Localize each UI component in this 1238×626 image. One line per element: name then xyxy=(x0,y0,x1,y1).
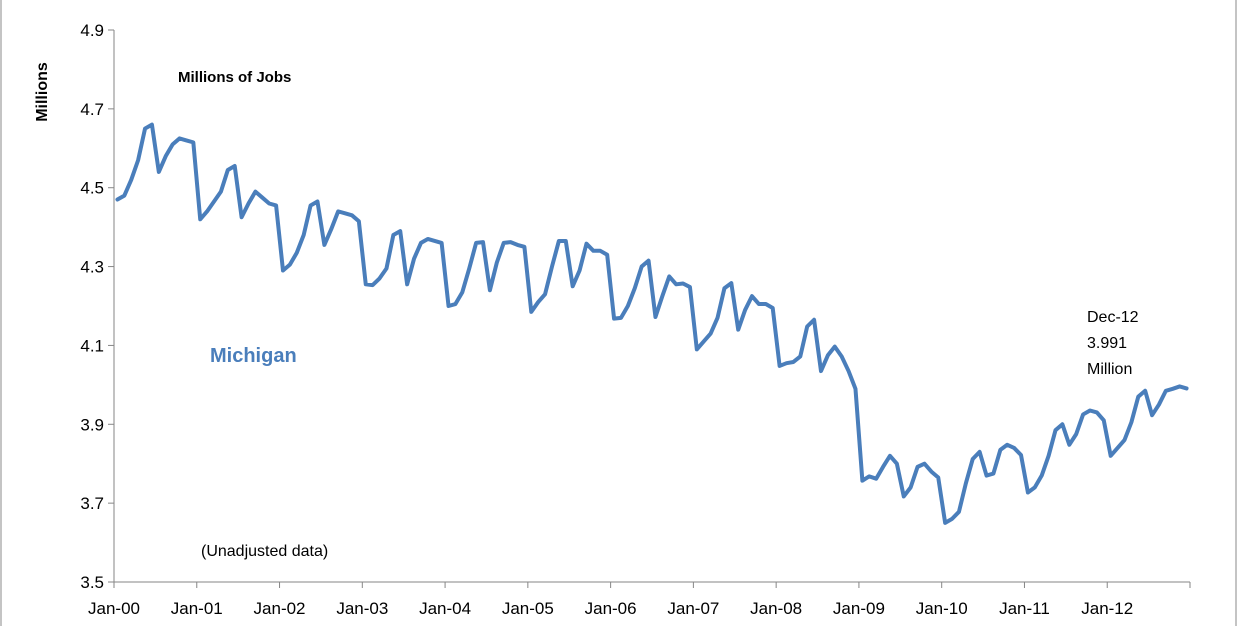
x-tick-label: Jan-06 xyxy=(585,599,637,618)
y-tick-label: 4.1 xyxy=(80,336,104,355)
chart-label-title: Millions of Jobs xyxy=(178,69,291,86)
x-tick-label: Jan-04 xyxy=(419,599,471,618)
y-tick-label: 4.7 xyxy=(80,100,104,119)
x-tick-label: Jan-07 xyxy=(667,599,719,618)
y-tick-label: 3.5 xyxy=(80,573,104,592)
y-axis-label: Millions xyxy=(34,62,51,122)
end-label-date: Dec-12 xyxy=(1087,309,1139,326)
x-tick-label: Jan-09 xyxy=(833,599,885,618)
x-tick-label: Jan-08 xyxy=(750,599,802,618)
x-tick-label: Jan-00 xyxy=(88,599,140,618)
x-tick-label: Jan-11 xyxy=(999,599,1050,618)
x-tick-label: Jan-02 xyxy=(254,599,306,618)
series-label-michigan: Michigan xyxy=(210,345,297,367)
y-tick-label: 4.3 xyxy=(80,258,104,277)
y-tick-label: 3.7 xyxy=(80,494,104,513)
x-tick-label: Jan-05 xyxy=(502,599,554,618)
x-tick-label: Jan-10 xyxy=(916,599,968,618)
y-tick-label: 4.5 xyxy=(80,179,104,198)
end-label-value: 3.991 xyxy=(1087,335,1127,352)
x-tick-label: Jan-01 xyxy=(171,599,223,618)
y-tick-label: 4.9 xyxy=(80,21,104,40)
data-note: (Unadjusted data) xyxy=(201,543,328,560)
x-tick-label: Jan-03 xyxy=(336,599,388,618)
x-tick-label: Jan-12 xyxy=(1081,599,1133,618)
end-label-unit: Million xyxy=(1087,361,1132,378)
series-line-michigan xyxy=(115,122,1189,525)
y-tick-label: 3.9 xyxy=(80,415,104,434)
